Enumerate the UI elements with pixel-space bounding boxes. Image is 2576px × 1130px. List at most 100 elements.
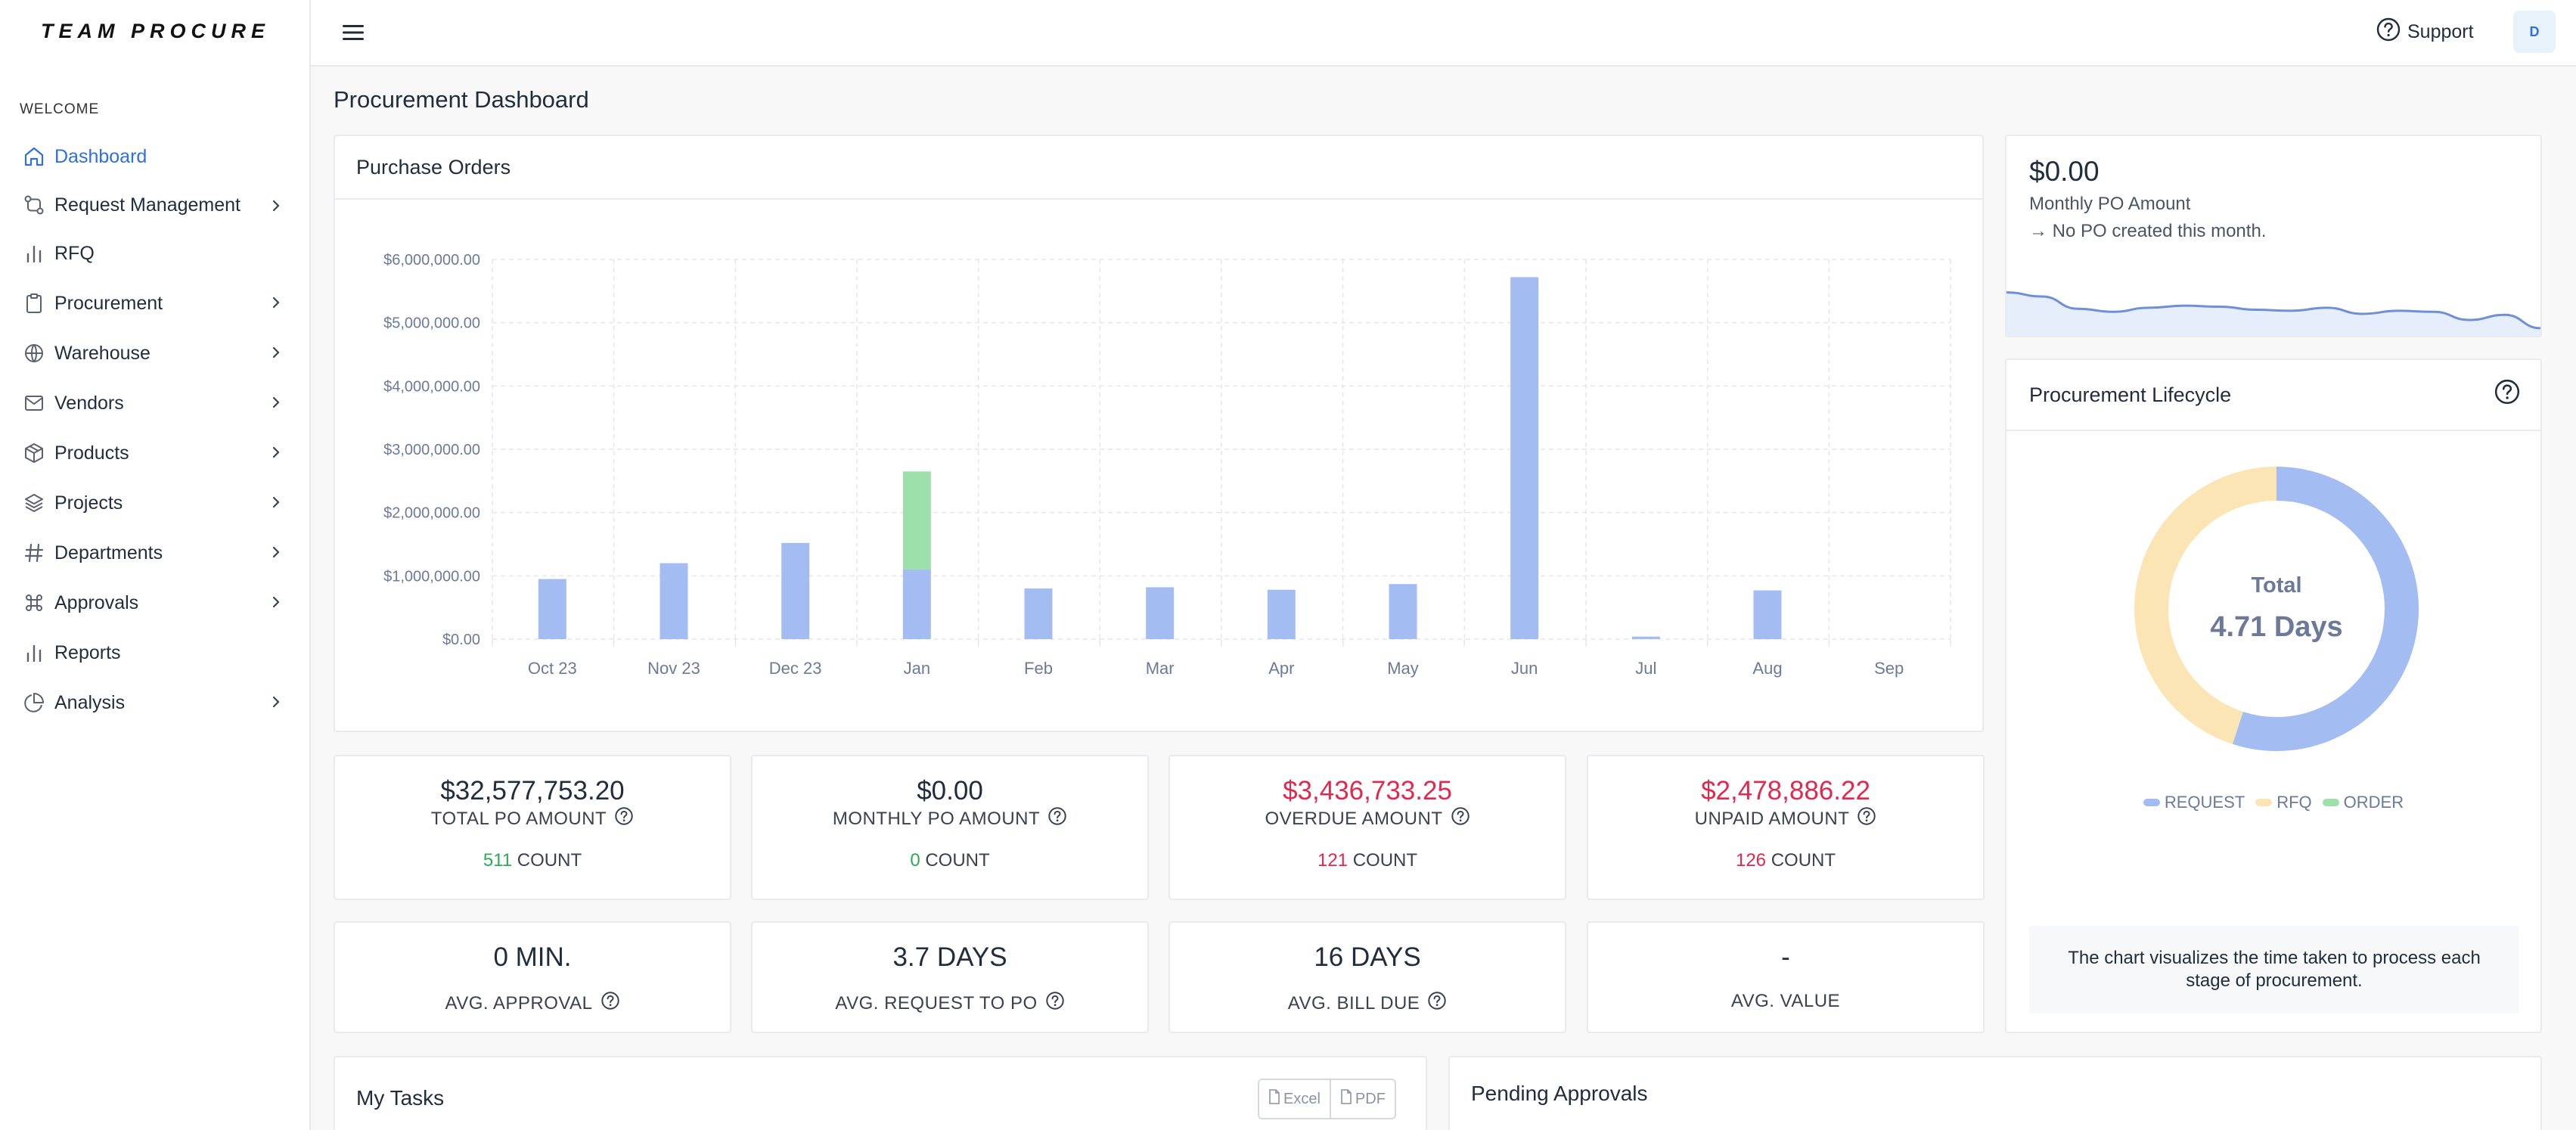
home-icon — [23, 145, 45, 168]
donut-slice-rfq[interactable] — [2134, 467, 2277, 744]
help-circle-icon[interactable] — [2494, 378, 2521, 405]
bar-aug-series-0[interactable] — [1753, 590, 1782, 639]
donut-center-label: Total — [2251, 573, 2301, 598]
export-pdf-button[interactable]: PDF — [1329, 1080, 1395, 1118]
bar-jun-series-0[interactable] — [1510, 277, 1539, 639]
chevron-right-icon — [268, 198, 284, 217]
avg-kpi-label: AVG. APPROVAL — [445, 992, 593, 1014]
bar-apr-series-0[interactable] — [1267, 589, 1296, 639]
x-tick-label: Feb — [1024, 659, 1053, 678]
help-circle-icon[interactable] — [1451, 806, 1470, 831]
kpi-label: TOTAL PO AMOUNT — [430, 808, 607, 829]
kpi-count-suffix: COUNT — [925, 850, 990, 871]
bar-jan-series-1[interactable] — [902, 471, 931, 570]
legend-swatch — [2255, 799, 2273, 806]
sidebar-item-reports[interactable]: Reports — [0, 628, 309, 678]
kpi-count-row: 121 COUNT — [1170, 850, 1565, 871]
legend-item-request[interactable]: REQUEST — [2143, 793, 2245, 812]
sidebar-item-label: Dashboard — [54, 145, 147, 167]
hamburger-menu-icon[interactable] — [341, 21, 365, 44]
export-excel-button[interactable]: Excel — [1259, 1080, 1330, 1118]
avg-kpi-label-row: AVG. BILL DUE — [1170, 991, 1565, 1016]
help-circle-icon[interactable] — [1047, 806, 1067, 831]
x-tick-label: Oct 23 — [528, 659, 577, 678]
kpi-value: $32,577,753.20 — [440, 776, 625, 806]
bar-chart-icon — [23, 641, 45, 664]
bar-mar-series-0[interactable] — [1146, 587, 1175, 639]
chevron-right-icon — [268, 445, 284, 464]
chevron-right-icon — [268, 495, 284, 514]
sidebar-item-approvals[interactable]: Approvals — [0, 578, 309, 628]
sidebar-item-request-management[interactable]: Request Management — [0, 182, 309, 228]
avg-kpi-label: AVG. VALUE — [1730, 991, 1841, 1011]
y-tick-label: $6,000,000.00 — [383, 252, 480, 269]
sidebar-item-warehouse[interactable]: Warehouse — [0, 328, 309, 378]
sidebar-item-analysis[interactable]: Analysis — [0, 678, 309, 728]
kpi-label: UNPAID AMOUNT — [1694, 808, 1850, 829]
y-tick-label: $3,000,000.00 — [383, 442, 480, 458]
lifecycle-note: The chart visualizes the time taken to p… — [2029, 926, 2519, 1014]
y-tick-label: $0.00 — [442, 632, 480, 648]
donut-slice-request[interactable] — [2232, 467, 2419, 751]
kpi-value: $0.00 — [917, 776, 983, 806]
help-circle-icon[interactable] — [614, 806, 634, 831]
sidebar-item-label: Projects — [54, 492, 123, 514]
help-circle-icon[interactable] — [601, 991, 620, 1016]
purchase-orders-card: Purchase Orders $0.00 $1,000,000.00 $2,000… — [334, 135, 1984, 732]
help-circle-icon[interactable] — [1427, 991, 1447, 1016]
sidebar-item-departments[interactable]: Departments — [0, 528, 309, 578]
legend-swatch — [2322, 799, 2339, 806]
bar-jan-series-0[interactable] — [902, 569, 931, 639]
avg-kpi-value: 0 MIN. — [493, 942, 572, 972]
sidebar-item-label: Warehouse — [54, 342, 151, 364]
support-button[interactable]: Support — [2376, 17, 2474, 47]
legend-item-rfq[interactable]: RFQ — [2255, 793, 2312, 812]
sidebar-item-projects[interactable]: Projects — [0, 478, 309, 528]
y-tick-label: $5,000,000.00 — [383, 315, 480, 332]
my-tasks-card: My Tasks Excel PDF — [334, 1056, 1427, 1130]
help-circle-icon[interactable] — [1045, 991, 1065, 1016]
avg-kpi-label: AVG. BILL DUE — [1287, 992, 1420, 1014]
x-tick-label: Jun — [1511, 659, 1538, 678]
avg-kpi-label-row: AVG. VALUE — [1588, 991, 1983, 1012]
layers-icon — [23, 492, 45, 514]
sparkline-line — [2006, 291, 2540, 330]
kpi-value: $3,436,733.25 — [1283, 776, 1452, 806]
kpi-count-row: 0 COUNT — [753, 850, 1147, 871]
help-circle-icon[interactable] — [1857, 806, 1876, 831]
legend-item-order[interactable]: ORDER — [2322, 793, 2404, 812]
chevron-right-icon — [268, 594, 284, 613]
bar-jul-series-0[interactable] — [1631, 636, 1660, 639]
avatar[interactable]: D — [2513, 11, 2556, 53]
sidebar-item-products[interactable]: Products — [0, 428, 309, 478]
kpi-count: 121 — [1317, 850, 1349, 871]
legend-label: RFQ — [2277, 793, 2312, 812]
sidebar-item-rfq[interactable]: RFQ — [0, 228, 309, 278]
avg-kpi-value: 3.7 DAYS — [892, 942, 1007, 972]
sidebar-item-label: Request Management — [54, 194, 241, 216]
bar-feb-series-0[interactable] — [1024, 588, 1053, 639]
brand-logo[interactable]: TEAM PROCURE — [41, 20, 271, 42]
donut-center-value: 4.71 Days — [2210, 611, 2342, 643]
git-compare-icon — [23, 194, 45, 216]
export-pdf-label: PDF — [1355, 1090, 1386, 1107]
kpi-label: OVERDUE AMOUNT — [1265, 808, 1443, 829]
procurement-lifecycle-card: Procurement Lifecycle Total 4.71 Days REQ… — [2005, 359, 2542, 1033]
bar-dec-23-series-0[interactable] — [781, 542, 810, 639]
x-tick-label: Dec 23 — [769, 659, 822, 678]
bar-oct-23-series-0[interactable] — [538, 579, 566, 639]
avg-kpi-label-row: AVG. APPROVAL — [335, 991, 730, 1016]
kpi-count-suffix: COUNT — [517, 850, 582, 871]
x-tick-label: May — [1387, 659, 1419, 678]
x-tick-label: Mar — [1146, 659, 1175, 678]
avg-kpi-card-avg-value: - AVG. VALUE — [1587, 921, 1985, 1033]
sidebar-item-procurement[interactable]: Procurement — [0, 278, 309, 328]
sidebar-item-dashboard[interactable]: Dashboard — [0, 132, 309, 182]
chart-grid — [492, 259, 1951, 640]
sidebar-item-vendors[interactable]: Vendors — [0, 378, 309, 428]
mail-icon — [23, 392, 45, 414]
clipboard-icon — [23, 292, 45, 315]
monthly-po-label: Monthly PO Amount — [2029, 194, 2191, 214]
bar-nov-23-series-0[interactable] — [660, 563, 688, 639]
bar-may-series-0[interactable] — [1389, 584, 1417, 639]
